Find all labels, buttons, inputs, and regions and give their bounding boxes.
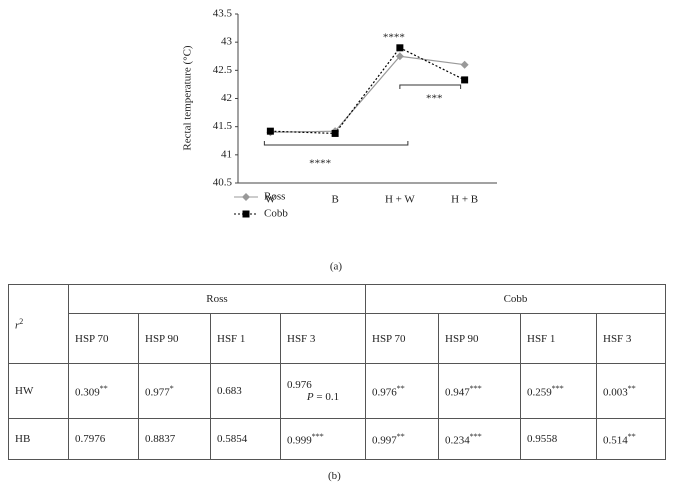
table-cell: 0.947*** bbox=[438, 363, 521, 419]
cell-value: 0.514 bbox=[603, 434, 628, 447]
cell-value: 0.976 bbox=[372, 386, 397, 399]
cell-value: 0.7976 bbox=[75, 433, 106, 445]
caption: (b) bbox=[328, 470, 341, 482]
y-tick-label: 43 bbox=[221, 36, 233, 48]
column-header: HSF 1 bbox=[210, 313, 281, 364]
cell-note: P = 0.1 bbox=[287, 391, 359, 403]
y-axis-label: Rectal temperature (°C) bbox=[182, 45, 194, 151]
cell-value: 0.8837 bbox=[145, 433, 176, 445]
y-tick-label: 43.5 bbox=[213, 8, 233, 20]
y-tick-label: 42.5 bbox=[213, 64, 233, 76]
significance: ** bbox=[396, 383, 405, 393]
y-tick-label: 42 bbox=[221, 92, 232, 104]
cell-value: 0.259 bbox=[527, 386, 552, 399]
significance: ** bbox=[99, 383, 108, 393]
table-cell: 0.8837 bbox=[138, 418, 211, 460]
y-tick-label: 40.5 bbox=[213, 177, 233, 189]
row-header: HW bbox=[8, 363, 69, 419]
point bbox=[396, 44, 404, 52]
table-cell: 0.997** bbox=[365, 418, 439, 460]
group-header: Cobb bbox=[365, 284, 666, 314]
chart: Rectal temperature (°C) (a) 40.5 41 41.5 42… bbox=[182, 8, 497, 273]
point bbox=[461, 76, 469, 84]
point bbox=[460, 60, 469, 69]
bracket bbox=[263, 141, 409, 146]
table-cell: 0.259*** bbox=[520, 363, 597, 419]
y-tick-label: 41 bbox=[221, 148, 232, 160]
note-text: = 0.1 bbox=[313, 391, 340, 403]
row-header: HB bbox=[8, 418, 69, 460]
annotation: *** bbox=[426, 93, 443, 105]
table-cell: 0.514** bbox=[596, 418, 666, 460]
annotation: **** bbox=[383, 32, 405, 44]
column-header: HSF 1 bbox=[520, 313, 597, 364]
cell-value: 0.309 bbox=[75, 386, 100, 399]
point bbox=[266, 127, 274, 135]
column-header: HSP 90 bbox=[138, 313, 211, 364]
group-header: Ross bbox=[68, 284, 366, 314]
cell-value: 0.977 bbox=[145, 386, 170, 399]
significance: ** bbox=[627, 383, 636, 393]
column-header: HSP 70 bbox=[365, 313, 439, 364]
legend-marker bbox=[242, 193, 250, 201]
x-tick-label: B bbox=[331, 194, 338, 206]
cell-value: r bbox=[15, 319, 20, 332]
table-row: r2 Ross Cobb bbox=[8, 284, 666, 364]
significance: * bbox=[169, 383, 174, 393]
significance: ** bbox=[627, 431, 636, 441]
data-table: r2 Ross Cobb HSP 70 HSP 90 HSF 1 HSF 3 HSP 70 HS… bbox=[8, 284, 666, 460]
superscript: 2 bbox=[19, 316, 24, 326]
column-header: HSP 70 bbox=[68, 313, 139, 364]
table-cell: 0.683 bbox=[210, 363, 281, 419]
table-row: HB 0.7976 0.8837 0.5854 0.999*** 0.997** 0.234… bbox=[8, 418, 666, 460]
table-cell: r2 bbox=[8, 284, 69, 364]
table-cell: 0.003** bbox=[596, 363, 666, 419]
table-cell: 0.9558 bbox=[520, 418, 597, 460]
table-row: HW 0.309** 0.977* 0.683 0.976 P = 0.1 0.976** 0… bbox=[8, 363, 666, 419]
x-tick-label: H + W bbox=[385, 194, 415, 206]
table-cell: 0.5854 bbox=[210, 418, 281, 460]
significance: *** bbox=[551, 383, 564, 393]
column-header: HSF 3 bbox=[280, 313, 366, 364]
cell-value: 0.003 bbox=[603, 386, 628, 399]
significance: *** bbox=[469, 431, 482, 441]
table-cell: 0.7976 bbox=[68, 418, 139, 460]
cell-value: 0.947 bbox=[445, 386, 470, 399]
bracket bbox=[399, 84, 462, 89]
column-header: HSF 3 bbox=[596, 313, 666, 364]
cell-value: 0.9558 bbox=[527, 433, 558, 445]
x-tick-label: W bbox=[265, 194, 276, 206]
cell-value: 0.234 bbox=[445, 434, 470, 447]
legend-marker bbox=[242, 210, 250, 218]
significance: *** bbox=[469, 383, 482, 393]
legend-label: Cobb bbox=[264, 208, 288, 220]
table-cell: 0.234*** bbox=[438, 418, 521, 460]
column-header: HSP 90 bbox=[438, 313, 521, 364]
x-tick-label: H + B bbox=[451, 194, 478, 206]
legend-label: Ross bbox=[264, 191, 285, 203]
significance: ** bbox=[396, 431, 405, 441]
annotation: **** bbox=[309, 158, 331, 170]
cell-value: 0.999 bbox=[287, 434, 312, 447]
point bbox=[331, 129, 339, 137]
table-cell: 0.977* bbox=[138, 363, 211, 419]
table-cell: 0.976** bbox=[365, 363, 439, 419]
table-cell: 0.976 P = 0.1 bbox=[280, 363, 366, 419]
series-line bbox=[270, 47, 465, 135]
table-cell: 0.309** bbox=[68, 363, 139, 419]
cell-value: 0.5854 bbox=[217, 433, 248, 445]
table-cell: 0.999*** bbox=[280, 418, 366, 460]
caption: (a) bbox=[330, 261, 343, 273]
cell-value: 0.976 bbox=[287, 379, 312, 391]
y-tick-label: 41.5 bbox=[213, 120, 233, 132]
cell-value: 0.683 bbox=[217, 385, 242, 397]
cell-value: 0.997 bbox=[372, 434, 397, 447]
significance: *** bbox=[311, 431, 324, 441]
point bbox=[395, 52, 404, 61]
note-italic: P bbox=[306, 391, 314, 403]
